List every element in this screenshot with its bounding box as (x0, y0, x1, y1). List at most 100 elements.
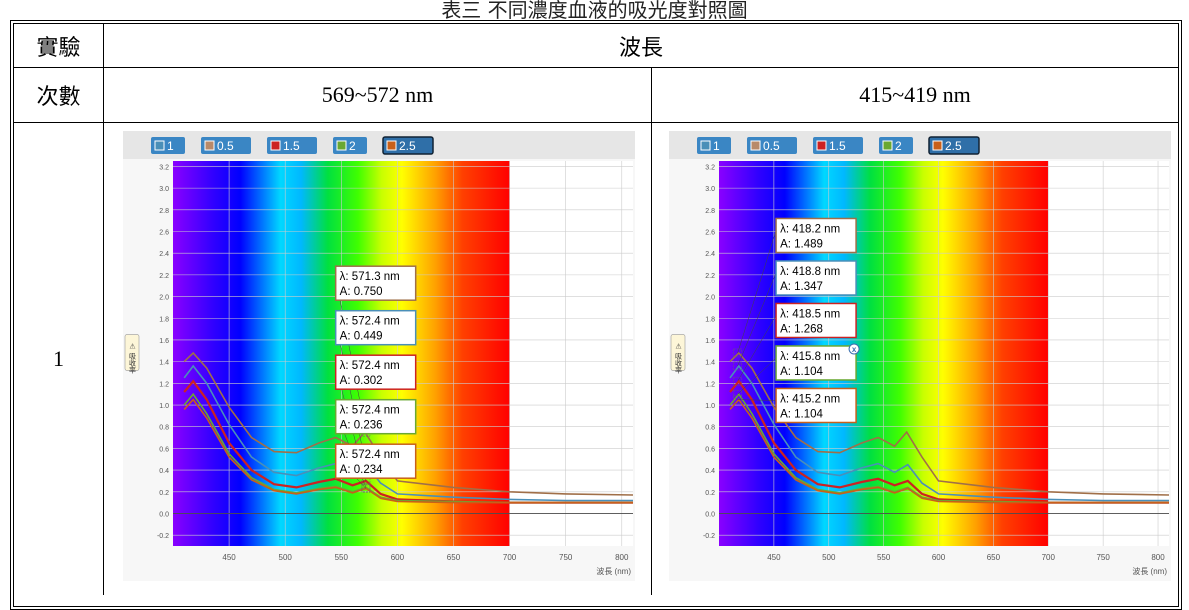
peak-absorbance: A: 1.489 (780, 238, 823, 250)
y-tick-label: 3.2 (705, 164, 715, 171)
y-tick-label: 1.2 (159, 381, 169, 388)
series-line (729, 351, 1170, 496)
peak-wavelength: λ: 572.4 nm (340, 449, 400, 461)
spectrum-chart-1: 1 0.5 1.5 2 2.5 -0.2 0.0 0.2 0.4 0.6 0.8 1.0 1.2 1.4 1… (123, 131, 635, 581)
legend-item[interactable]: 1 (151, 137, 185, 154)
legend-item[interactable]: 0.5 (201, 137, 251, 154)
peak-absorbance: A: 0.449 (340, 331, 383, 343)
x-tick-label: 500 (279, 553, 293, 562)
peak-marker (733, 348, 742, 358)
legend-item[interactable]: 1.5 (267, 137, 317, 154)
peak-wavelength: λ: 571.3 nm (340, 271, 400, 283)
row-label-1: 1 (53, 346, 64, 371)
x-tick-label: 750 (1096, 553, 1110, 562)
legend-toolbar (123, 131, 635, 159)
spectrum-chart-2: 1 0.5 1.5 2 2.5 -0.2 0.0 0.2 0.4 0.6 0.8 1.0 1.2 1.4 1… (669, 131, 1171, 581)
legend-item[interactable]: 0.5 (747, 137, 797, 154)
callout-leader (737, 272, 777, 367)
series-line (183, 351, 634, 496)
callout-leader (737, 230, 777, 354)
peak-wavelength: λ: 418.2 nm (780, 223, 840, 235)
x-axis-label: 波長 (nm) (1132, 566, 1167, 576)
series-line (183, 398, 633, 504)
legend-item[interactable]: 2 (879, 137, 913, 154)
peak-absorbance: A: 1.347 (780, 281, 823, 293)
close-callout-icon[interactable]: x (848, 343, 860, 355)
legend-item[interactable]: 2.5 (382, 136, 434, 155)
x-tick-label: 500 (822, 553, 836, 562)
y-tick-label: 0.8 (705, 425, 715, 432)
y-tick-label: 0.0 (159, 511, 169, 518)
y-tick-label: 1.0 (159, 403, 169, 410)
legend-swatch (750, 140, 761, 151)
y-tick-label: 1.2 (705, 381, 715, 388)
y-tick-label: 3.0 (705, 186, 715, 193)
peak-wavelength: λ: 415.2 nm (780, 393, 840, 405)
x-tick-label: 750 (559, 553, 573, 562)
y-axis-badge-box (124, 334, 140, 371)
y-tick-label: 1.8 (159, 316, 169, 323)
peak-absorbance: A: 0.750 (340, 286, 383, 298)
peak-absorbance: A: 0.234 (340, 464, 383, 476)
legend-label: 0.5 (763, 139, 780, 153)
y-tick-label: 2.8 (159, 208, 169, 215)
header-range-2: 415~419 nm (859, 82, 971, 107)
x-tick-label: 550 (877, 553, 891, 562)
x-tick-label: 450 (222, 553, 236, 562)
series-line (729, 364, 1169, 502)
callout-box (334, 354, 417, 390)
peak-callout: λ: 572.4 nm A: 0.236 (334, 398, 417, 435)
callout-box (334, 398, 417, 435)
peak-wavelength: λ: 572.4 nm (340, 405, 400, 417)
col-divider-1 (103, 24, 104, 595)
y-tick-label: 3.2 (159, 164, 169, 171)
y-tick-label: 1.4 (705, 360, 715, 367)
y-tick-label: 1.0 (705, 403, 715, 410)
header-count: 次數 (36, 85, 81, 110)
peak-marker (733, 361, 742, 371)
y-tick-label: 0.4 (705, 468, 715, 475)
callout-box (775, 260, 857, 296)
table-caption: 表三 不同濃度血液的吸光度對照圖 (441, 0, 748, 22)
legend-item[interactable]: 2 (333, 137, 367, 154)
y-axis-badge: ⚠ 吸收率 (670, 334, 686, 375)
y-tick-label: 2.6 (159, 229, 169, 236)
y-tick-label: 2.2 (159, 273, 169, 280)
callout-box (775, 302, 857, 339)
legend-label: 1.5 (283, 139, 300, 153)
header-range-1: 569~572 nm (321, 82, 434, 107)
peak-callout: λ: 572.4 nm A: 0.302 (334, 354, 417, 390)
y-tick-label: 0.6 (159, 446, 169, 453)
y-axis-badge-box (670, 334, 686, 371)
legend-item[interactable]: 2.5 (928, 136, 980, 155)
y-tick-label: 1.6 (159, 338, 169, 345)
legend-item[interactable]: 1 (697, 137, 731, 154)
col-divider-2 (651, 67, 652, 595)
legend-swatch (386, 140, 397, 151)
y-tick-label: 2.4 (705, 251, 715, 258)
y-tick-label: 2.6 (705, 229, 715, 236)
x-tick-label: 650 (987, 553, 1001, 562)
x-tick-label: 700 (1042, 553, 1056, 562)
x-tick-label: 600 (391, 553, 405, 562)
y-tick-label: 1.6 (705, 338, 715, 345)
legend-item[interactable]: 1.5 (813, 137, 863, 154)
callout-box (334, 309, 417, 346)
legend-label: 2 (349, 139, 356, 153)
x-tick-label: 600 (932, 553, 946, 562)
legend-label: 1 (167, 139, 174, 153)
peak-wavelength: λ: 418.5 nm (780, 308, 840, 320)
peak-callout: λ: 572.4 nm A: 0.449 (334, 309, 417, 346)
legend-swatch (700, 140, 711, 151)
peak-wavelength: λ: 415.8 nm (780, 351, 840, 363)
legend-label: 2 (895, 139, 902, 153)
y-tick-label: -0.2 (703, 533, 715, 540)
y-tick-label: 2.0 (159, 295, 169, 302)
y-tick-label: 0.2 (705, 490, 715, 497)
legend-label: 2.5 (945, 139, 962, 153)
x-axis-label: 波長 (nm) (596, 566, 631, 576)
series-line (729, 398, 1169, 504)
peak-absorbance: A: 1.268 (780, 323, 823, 335)
y-axis-label: ⚠ 吸收率 (675, 343, 683, 375)
y-tick-label: 1.8 (705, 316, 715, 323)
